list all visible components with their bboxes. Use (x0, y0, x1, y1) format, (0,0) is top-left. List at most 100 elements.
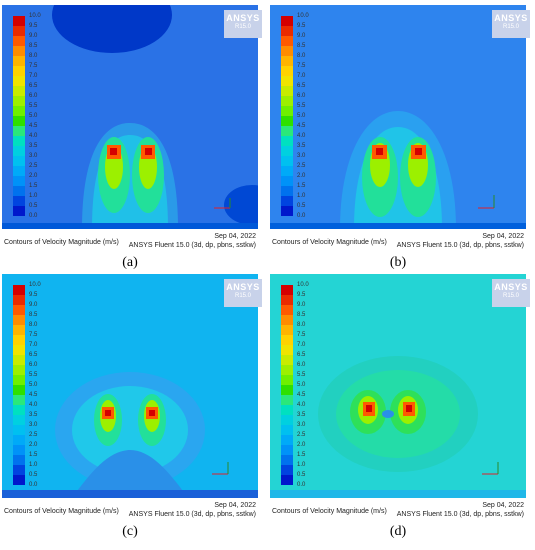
legend-d: 10.0 9.5 9.0 8.5 8.0 7.5 7.0 6.5 6.0 5.5 5.0 4.5 4.0… (275, 282, 309, 492)
panel-b: 10.0 9.5 9.0 8.5 8.0 7.5 7.0 6.5 6.0 5.5 5.0 4.5 4.0… (270, 5, 535, 272)
legend-tick-label: 2.5 (29, 432, 38, 438)
legend-tick-label: 7.0 (29, 342, 38, 348)
caption-title: Contours of Velocity Magnitude (m/s) (4, 508, 119, 515)
legend-swatch (281, 375, 293, 385)
legend-swatch (281, 46, 293, 56)
legend-swatch (281, 405, 293, 415)
legend-swatch (281, 415, 293, 425)
legend-swatch (281, 295, 293, 305)
panel-label-a: (a) (122, 255, 138, 270)
legend-swatch (281, 186, 293, 196)
legend-swatch (13, 106, 25, 116)
ansys-logo-a: ANSYS R15.0 (224, 10, 262, 38)
legend-tick-label: 5.5 (297, 372, 306, 378)
legend-swatch (281, 315, 293, 325)
panel-label-c: (c) (122, 524, 138, 539)
legend-tick-label: 9.5 (297, 292, 306, 298)
legend-tick-label: 8.0 (297, 322, 306, 328)
legend-tick-label: 3.5 (297, 412, 306, 418)
legend-swatch (13, 146, 25, 156)
caption-software: ANSYS Fluent 15.0 (3d, dp, pbns, sstkw) (396, 511, 524, 518)
legend-tick-label: 7.0 (29, 73, 38, 79)
legend-tick-label: 7.5 (29, 332, 38, 338)
legend-tick-label: 0.5 (29, 203, 38, 209)
legend-swatch (281, 285, 293, 295)
legend-swatch (281, 106, 293, 116)
legend-tick-label: 3.0 (297, 422, 306, 428)
legend-tick-label: 1.5 (297, 452, 306, 458)
legend-tick-label: 2.0 (29, 442, 38, 448)
panel-d: 10.0 9.5 9.0 8.5 8.0 7.5 7.0 6.5 6.0 5.5 5.0 4.5 4.0… (270, 274, 535, 541)
caption-d: Contours of Velocity Magnitude (m/s) Sep… (270, 502, 526, 522)
legend-swatch (281, 455, 293, 465)
legend-tick-label: 1.5 (297, 183, 306, 189)
legend-tick-label: 6.0 (297, 362, 306, 368)
legend-swatch (13, 295, 25, 305)
legend-swatch (13, 56, 25, 66)
legend-tick-label: 3.0 (29, 153, 38, 159)
legend-swatch (281, 355, 293, 365)
legend-tick-label: 2.5 (29, 163, 38, 169)
legend-swatch (13, 355, 25, 365)
velocity-contour-b (270, 111, 526, 229)
legend-tick-label: 3.0 (29, 422, 38, 428)
legend-tick-label: 5.5 (29, 103, 38, 109)
legend-tick-label: 3.0 (297, 153, 306, 159)
legend-tick-label: 9.0 (297, 33, 306, 39)
legend-tick-label: 4.5 (29, 392, 38, 398)
legend-swatch (13, 465, 25, 475)
caption-software: ANSYS Fluent 15.0 (3d, dp, pbns, sstkw) (128, 242, 256, 249)
legend-tick-label: 1.0 (297, 462, 306, 468)
velocity-contour-d (270, 356, 526, 498)
legend-tick-label: 5.5 (297, 103, 306, 109)
legend-tick-label: 3.5 (29, 412, 38, 418)
legend-swatch (13, 136, 25, 146)
caption-date: Sep 04, 2022 (214, 502, 256, 509)
legend-swatch (281, 116, 293, 126)
legend-swatch (13, 86, 25, 96)
contour-plot-c (2, 274, 258, 498)
legend-b: 10.0 9.5 9.0 8.5 8.0 7.5 7.0 6.5 6.0 5.5 5.0 4.5 4.0… (275, 13, 309, 223)
legend-tick-label: 5.0 (29, 113, 38, 119)
legend-tick-label: 0.0 (297, 213, 306, 219)
legend-swatch (281, 465, 293, 475)
legend-swatch (13, 76, 25, 86)
legend-swatch (281, 56, 293, 66)
legend-swatch (13, 66, 25, 76)
legend-swatch (13, 36, 25, 46)
legend-swatch (13, 335, 25, 345)
legend-swatch (13, 475, 25, 485)
legend-swatch (13, 345, 25, 355)
panel-c: 10.0 9.5 9.0 8.5 8.0 7.5 7.0 6.5 6.0 5.5 5.0 4.5 4.0… (2, 274, 268, 541)
legend-tick-label: 1.0 (29, 193, 38, 199)
legend-tick-label: 2.0 (29, 173, 38, 179)
legend-swatch (281, 345, 293, 355)
legend-tick-label: 4.0 (297, 402, 306, 408)
legend-swatch (281, 475, 293, 485)
caption-date: Sep 04, 2022 (482, 233, 524, 240)
legend-tick-label: 6.5 (297, 83, 306, 89)
legend-swatch (281, 86, 293, 96)
legend-swatch (281, 395, 293, 405)
legend-tick-label: 8.0 (29, 53, 38, 59)
legend-swatch (13, 415, 25, 425)
legend-swatch (281, 26, 293, 36)
legend-tick-label: 9.5 (29, 292, 38, 298)
legend-tick-label: 7.5 (297, 63, 306, 69)
legend-swatch (281, 156, 293, 166)
legend-swatch (13, 365, 25, 375)
legend-tick-label: 6.0 (297, 93, 306, 99)
legend-swatch (13, 156, 25, 166)
legend-tick-label: 8.5 (297, 312, 306, 318)
legend-swatch (13, 196, 25, 206)
caption-title: Contours of Velocity Magnitude (m/s) (272, 239, 387, 246)
caption-title: Contours of Velocity Magnitude (m/s) (272, 508, 387, 515)
legend-swatch (281, 365, 293, 375)
legend-tick-label: 10.0 (29, 13, 41, 19)
legend-tick-label: 3.5 (297, 143, 306, 149)
legend-tick-label: 4.5 (297, 123, 306, 129)
legend-tick-label: 4.0 (29, 402, 38, 408)
legend-tick-label: 0.5 (297, 203, 306, 209)
legend-tick-label: 1.0 (297, 193, 306, 199)
legend-tick-label: 10.0 (29, 282, 41, 288)
